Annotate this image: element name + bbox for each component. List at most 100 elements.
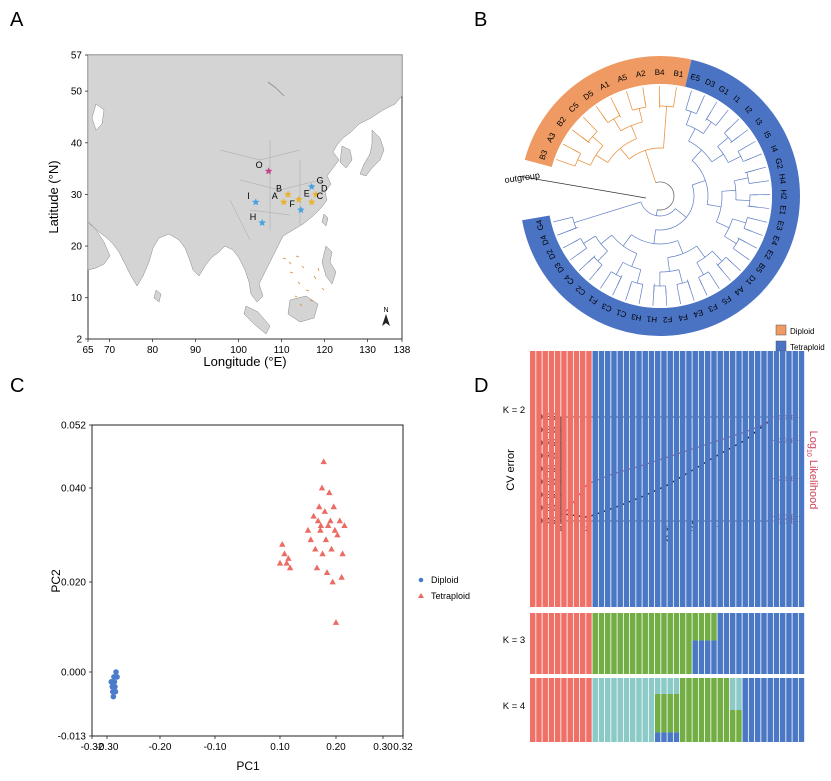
pca-y-tick-label: 0.020 [61,578,86,589]
y2-label-rest: Likelihood [807,457,819,510]
admix-bar-segment [661,678,667,694]
tetraploid-internal-branch [685,111,692,125]
admix-bar-segment [730,351,736,607]
admix-bar-segment [648,351,655,607]
diploid-terminal-branch [556,159,568,164]
tetraploid-terminal-branch [720,109,729,120]
tetraploid-internal-branch [688,128,696,142]
pca-point-tetraploid [331,526,339,533]
pca-point-tetraploid [336,517,343,524]
admix-bar-segment [598,613,605,674]
tetraploid-internal-branch [564,216,573,220]
admix-bar-segment [605,351,611,607]
site-star-h [258,218,266,227]
pca-point-tetraploid [339,550,346,557]
map-y-tick-label: 20 [71,242,83,253]
tetraploid-tip-label: D4 [538,233,550,246]
admix-bar-segment [711,351,717,607]
admix-bar-segment [605,678,611,742]
map-y-tick-label: 30 [71,190,83,201]
tetraploid-tip-label: C3 [600,301,614,314]
tetraploid-terminal-branch [638,292,642,305]
admix-bar-segment [611,678,617,742]
admix-bar-segment [611,351,617,607]
tetraploid-internal-branch [628,281,633,290]
admix-bar-segment [736,710,742,742]
pca-point-tetraploid [316,503,323,510]
tetraploid-internal-branch [685,102,689,110]
tetraploid-terminal-branch [755,219,767,223]
admix-row-k3: K = 3 [503,613,805,674]
sampling-sites: O G B E DC A I F H [247,160,328,227]
tetraploid-internal-branch [583,235,596,244]
admix-bar-segment [667,613,673,674]
site-star-o [264,167,273,175]
tetraploid-internal-branch [675,208,687,218]
admix-bar-segment [798,351,805,607]
tetraploid-tip-label: F3 [706,302,719,314]
admix-bar-segment [792,351,798,607]
tetraploid-internal-branch [631,253,638,267]
tetraploid-terminal-branch [712,278,720,289]
admix-bar-segment [592,613,598,674]
pca-point-tetraploid [338,573,345,580]
admix-bar-segment [792,613,798,674]
admix-bar-segment [642,678,648,742]
diploid-internal-branch [595,154,608,163]
root-arc [655,181,675,211]
admix-bar-segment [742,351,748,607]
map-y-tick-label: 57 [71,51,83,62]
tetraploid-internal-branch [622,234,632,247]
admix-bar-segment [711,640,717,674]
admix-bar-segment [786,351,792,607]
tetraploid-internal-branch [573,201,642,224]
tetraploid-internal-branch [708,271,714,279]
admix-bar-segment [542,678,548,742]
legend-marker-diploid [418,577,424,583]
diploid-internal-branch [592,136,604,147]
diploid-internal-branch [591,125,598,132]
admix-bar-segment [686,351,692,607]
pca-x-tick-label: -0.10 [204,742,227,753]
map-y-tick-label: 10 [71,293,83,304]
admix-bar-segment [661,732,667,742]
admix-bar-segment [736,678,742,710]
province-lines [219,140,321,241]
admix-bar-segment [536,613,542,674]
site-label-g: G [317,176,324,186]
admix-bar-segment [630,351,636,607]
pca-point-tetraploid [322,536,330,543]
tetraploid-tip-label: I3 [753,116,765,127]
land-masses [87,54,403,335]
pca-point-tetraploid [330,503,337,510]
admix-bar-segment [680,613,686,674]
asia-landmass [87,54,403,303]
admix-bar-segment [730,613,736,674]
tetraploid-internal-branch [747,217,756,220]
admix-bar-segment [686,613,692,674]
admix-bar-segment [705,640,711,674]
admix-bar-segment [773,351,780,607]
tetraploid-tip-label: I1 [731,94,742,106]
admix-bar-segment [567,351,573,607]
admix-bar-segment [723,351,730,607]
tetraploid-internal-branch [640,284,644,293]
tetraploid-internal-branch [706,111,712,120]
pca-point-tetraploid [307,536,314,543]
tetraploid-internal-branch [678,269,683,284]
tetraploid-internal-branch [606,271,612,279]
admix-bar-segment [780,678,786,742]
map-x-ticks: 65 70 80 90 100 110 120 130 138 [82,339,411,356]
tetraploid-internal-branch [687,281,691,290]
admix-bar-segment [673,732,680,742]
pca-point-tetraploid [319,550,326,557]
map-y-tick-label: 50 [71,87,83,98]
diploid-terminal-branch [674,87,677,100]
scs-islands [282,255,325,307]
diploid-tip-label: A2 [635,69,647,80]
tetraploid-internal-branch [734,177,749,182]
sumatra [243,305,271,335]
admix-bar-segment [617,351,623,607]
pca-x-tick-label: -0.30 [96,742,119,753]
admix-bar-segment [592,678,598,742]
